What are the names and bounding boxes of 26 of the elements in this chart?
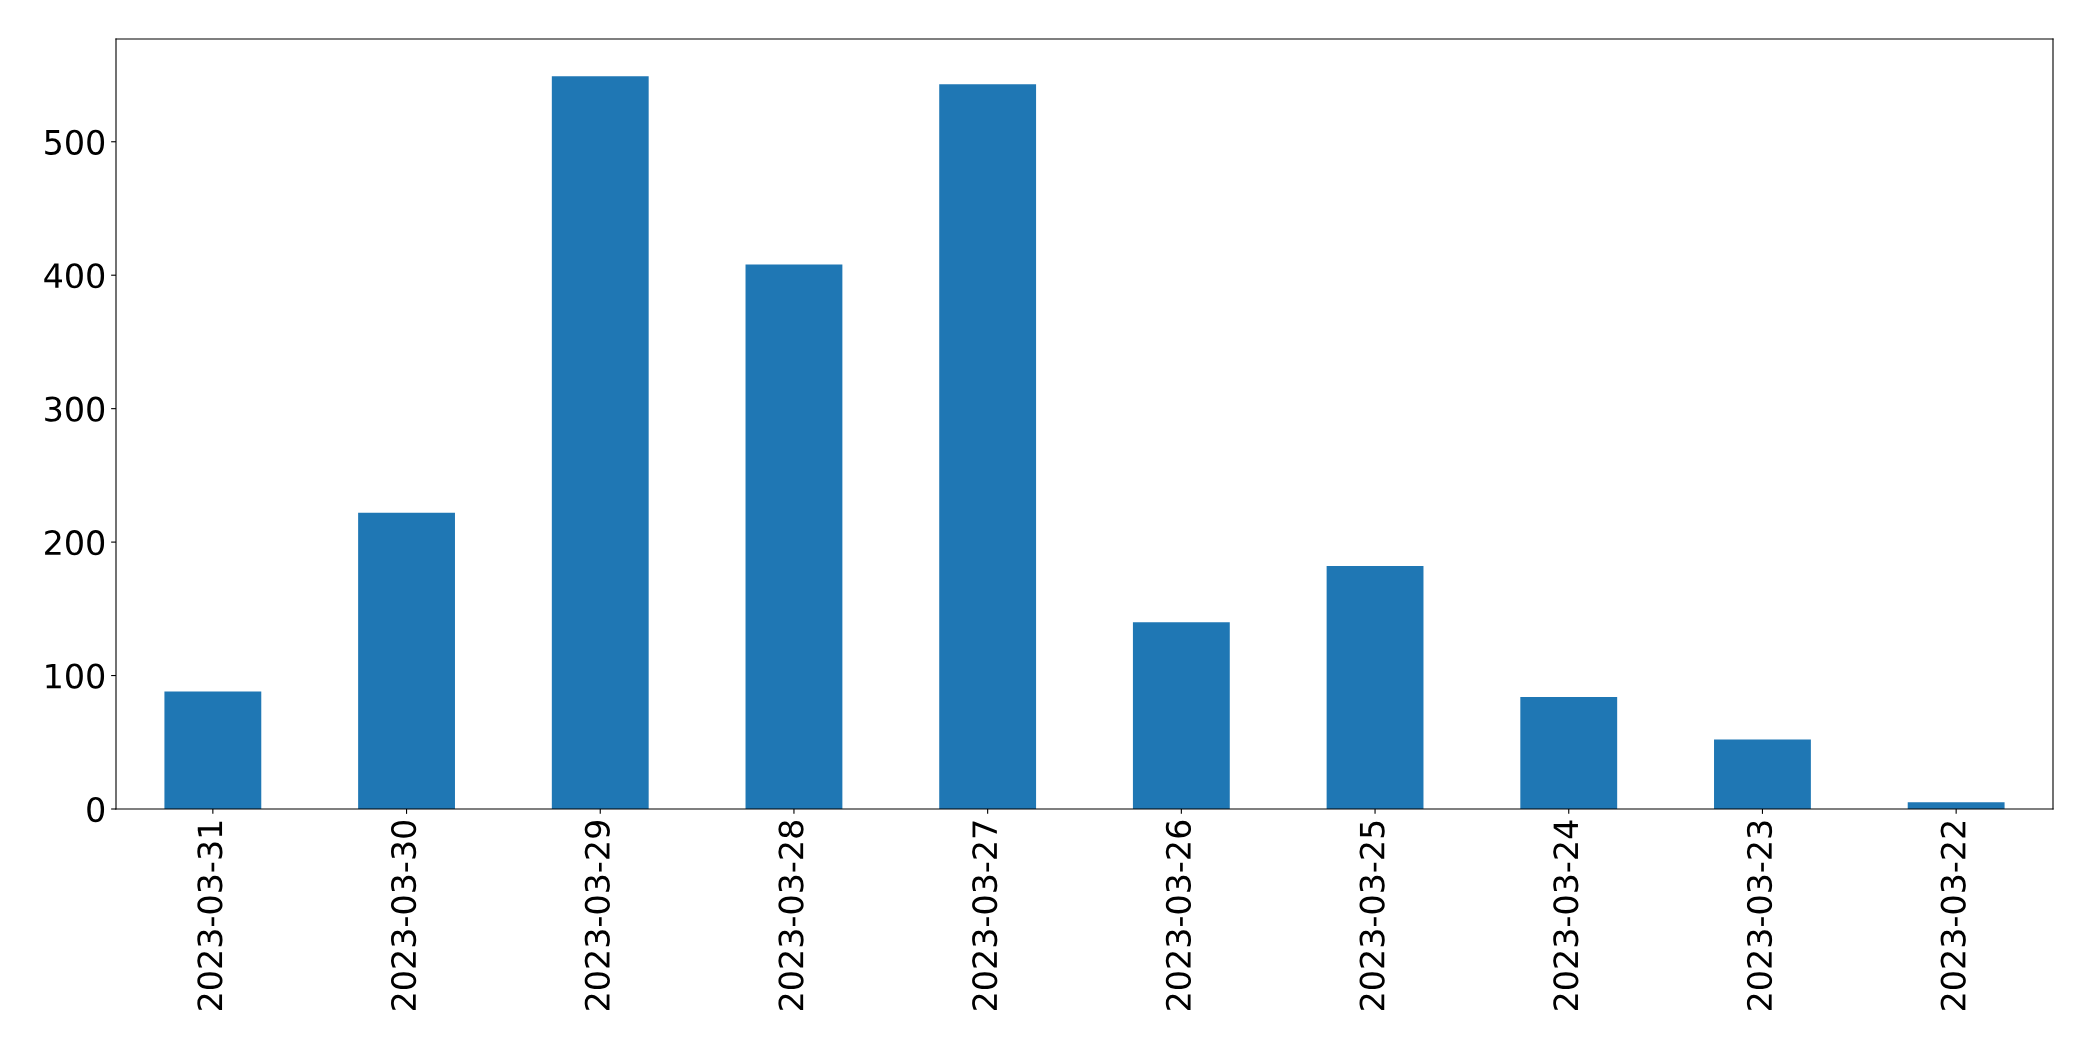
x-tick-label: 2023-03-24	[1553, 820, 1579, 1010]
y-tick-label: 0	[87, 796, 105, 823]
bar	[1907, 802, 2005, 809]
y-tick-label: 100	[46, 663, 105, 689]
y-tick-label: 300	[45, 396, 105, 422]
x-tick-label: 2023-03-23	[1746, 821, 1773, 1010]
bar	[164, 691, 262, 809]
bar	[1326, 566, 1424, 809]
x-tick-label: 2023-03-29	[584, 821, 610, 1010]
bar	[1520, 696, 1618, 809]
bar	[358, 512, 455, 809]
x-tick-label: 2023-03-28	[778, 821, 804, 1010]
bar	[939, 84, 1037, 809]
y-tick-label: 200	[45, 530, 105, 556]
x-tick-label: 2023-03-30	[391, 820, 417, 1010]
bar	[551, 76, 649, 809]
y-tick-label: 400	[44, 263, 105, 289]
x-tick-label: 2023-03-26	[1165, 820, 1192, 1010]
bar	[1714, 739, 1811, 809]
y-tick-label: 500	[45, 129, 105, 155]
bar	[745, 264, 843, 809]
bar	[1132, 622, 1230, 809]
x-tick-label: 2023-03-25	[1359, 821, 1385, 1010]
x-tick-label: 2023-03-27	[972, 821, 998, 1010]
x-tick-label: 2023-03-31	[197, 821, 223, 1010]
x-tick-label: 2023-03-22	[1940, 822, 1966, 1010]
